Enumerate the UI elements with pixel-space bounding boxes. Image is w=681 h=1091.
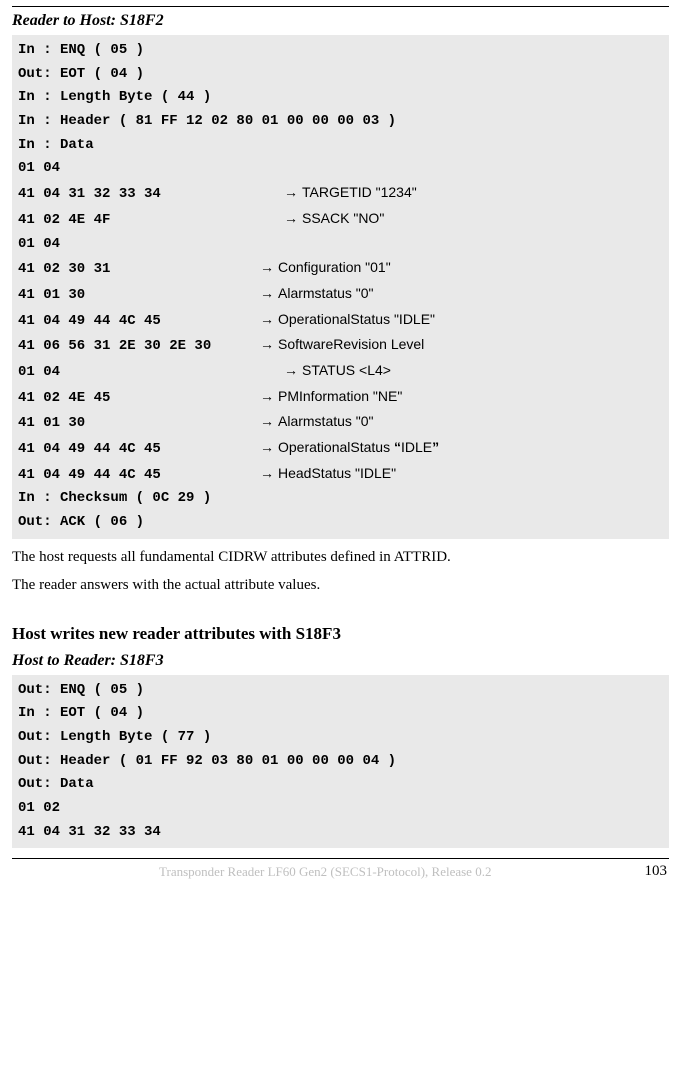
arrow-icon: →	[284, 184, 298, 200]
arrow-icon: →	[260, 259, 274, 275]
code-line: In : Header ( 81 FF 12 02 80 01 00 00 00…	[18, 111, 396, 133]
code-hex: 41 04 49 44 4C 45	[18, 311, 260, 333]
code-line: 01 04	[18, 158, 60, 180]
code-line: Out: Length Byte ( 77 )	[18, 727, 211, 749]
code-line: 41 04 31 32 33 34	[18, 822, 161, 844]
page-footer: Transponder Reader LF60 Gen2 (SECS1-Prot…	[12, 858, 669, 881]
section2-title: Host writes new reader attributes with S…	[12, 623, 669, 644]
footer-doc-title: Transponder Reader LF60 Gen2 (SECS1-Prot…	[14, 864, 637, 880]
arrow-icon: →	[260, 285, 274, 301]
code-annotation: →TARGETID "1234"	[284, 182, 417, 204]
arrow-icon: →	[284, 362, 298, 378]
code-annotation: →Alarmstatus "0"	[260, 283, 374, 305]
code-hex: 01 04	[18, 362, 284, 384]
code-annotation: →Alarmstatus "0"	[260, 411, 374, 433]
code-line: Out: Data	[18, 774, 94, 796]
code-line: Out: Header ( 01 FF 92 03 80 01 00 00 00…	[18, 751, 396, 773]
code-line: Out: ENQ ( 05 )	[18, 680, 144, 702]
arrow-icon: →	[260, 413, 274, 429]
code-annotation: →OperationalStatus “IDLE”	[260, 437, 439, 459]
code-line: In : ENQ ( 05 )	[18, 40, 144, 62]
code-annotation: →HeadStatus "IDLE"	[260, 463, 396, 485]
code-line: In : EOT ( 04 )	[18, 703, 144, 725]
arrow-icon: →	[260, 336, 274, 352]
code-block-s18f2: In : ENQ ( 05 ) Out: EOT ( 04 ) In : Len…	[12, 35, 669, 539]
code-line: In : Length Byte ( 44 )	[18, 87, 211, 109]
code-hex: 41 02 30 31	[18, 259, 260, 281]
code-hex: 41 04 31 32 33 34	[18, 184, 284, 206]
paragraph: The host requests all fundamental CIDRW …	[12, 547, 669, 567]
arrow-icon: →	[284, 210, 298, 226]
arrow-icon: →	[260, 388, 274, 404]
paragraph: The reader answers with the actual attri…	[12, 575, 669, 595]
code-hex: 41 06 56 31 2E 30 2E 30	[18, 336, 260, 358]
code-line: In : Data	[18, 135, 94, 157]
code-hex: 41 02 4E 45	[18, 388, 260, 410]
top-rule	[12, 6, 669, 7]
code-line: In : Checksum ( 0C 29 )	[18, 488, 211, 510]
code-hex: 41 04 49 44 4C 45	[18, 465, 260, 487]
code-annotation: →Configuration "01"	[260, 257, 391, 279]
code-hex: 41 04 49 44 4C 45	[18, 439, 260, 461]
code-block-s18f3: Out: ENQ ( 05 ) In : EOT ( 04 ) Out: Len…	[12, 675, 669, 849]
code-annotation: →SoftwareRevision Level	[260, 334, 424, 356]
code-annotation: →OperationalStatus "IDLE"	[260, 309, 435, 331]
code-annotation: →SSACK "NO"	[284, 208, 384, 230]
code-annotation: →STATUS <L4>	[284, 360, 391, 382]
code-hex: 41 02 4E 4F	[18, 210, 284, 232]
code-hex: 41 01 30	[18, 285, 260, 307]
arrow-icon: →	[260, 311, 274, 327]
arrow-icon: →	[260, 465, 274, 481]
code-line: Out: EOT ( 04 )	[18, 64, 144, 86]
code-line: 01 02	[18, 798, 60, 820]
code-annotation: →PMInformation "NE"	[260, 386, 402, 408]
footer-page-number: 103	[637, 862, 668, 881]
section1-subtitle: Reader to Host: S18F2	[12, 11, 669, 31]
code-hex: 41 01 30	[18, 413, 260, 435]
arrow-icon: →	[260, 439, 274, 455]
code-line: Out: ACK ( 06 )	[18, 512, 144, 534]
section2-subtitle: Host to Reader: S18F3	[12, 651, 669, 671]
code-line: 01 04	[18, 234, 60, 256]
